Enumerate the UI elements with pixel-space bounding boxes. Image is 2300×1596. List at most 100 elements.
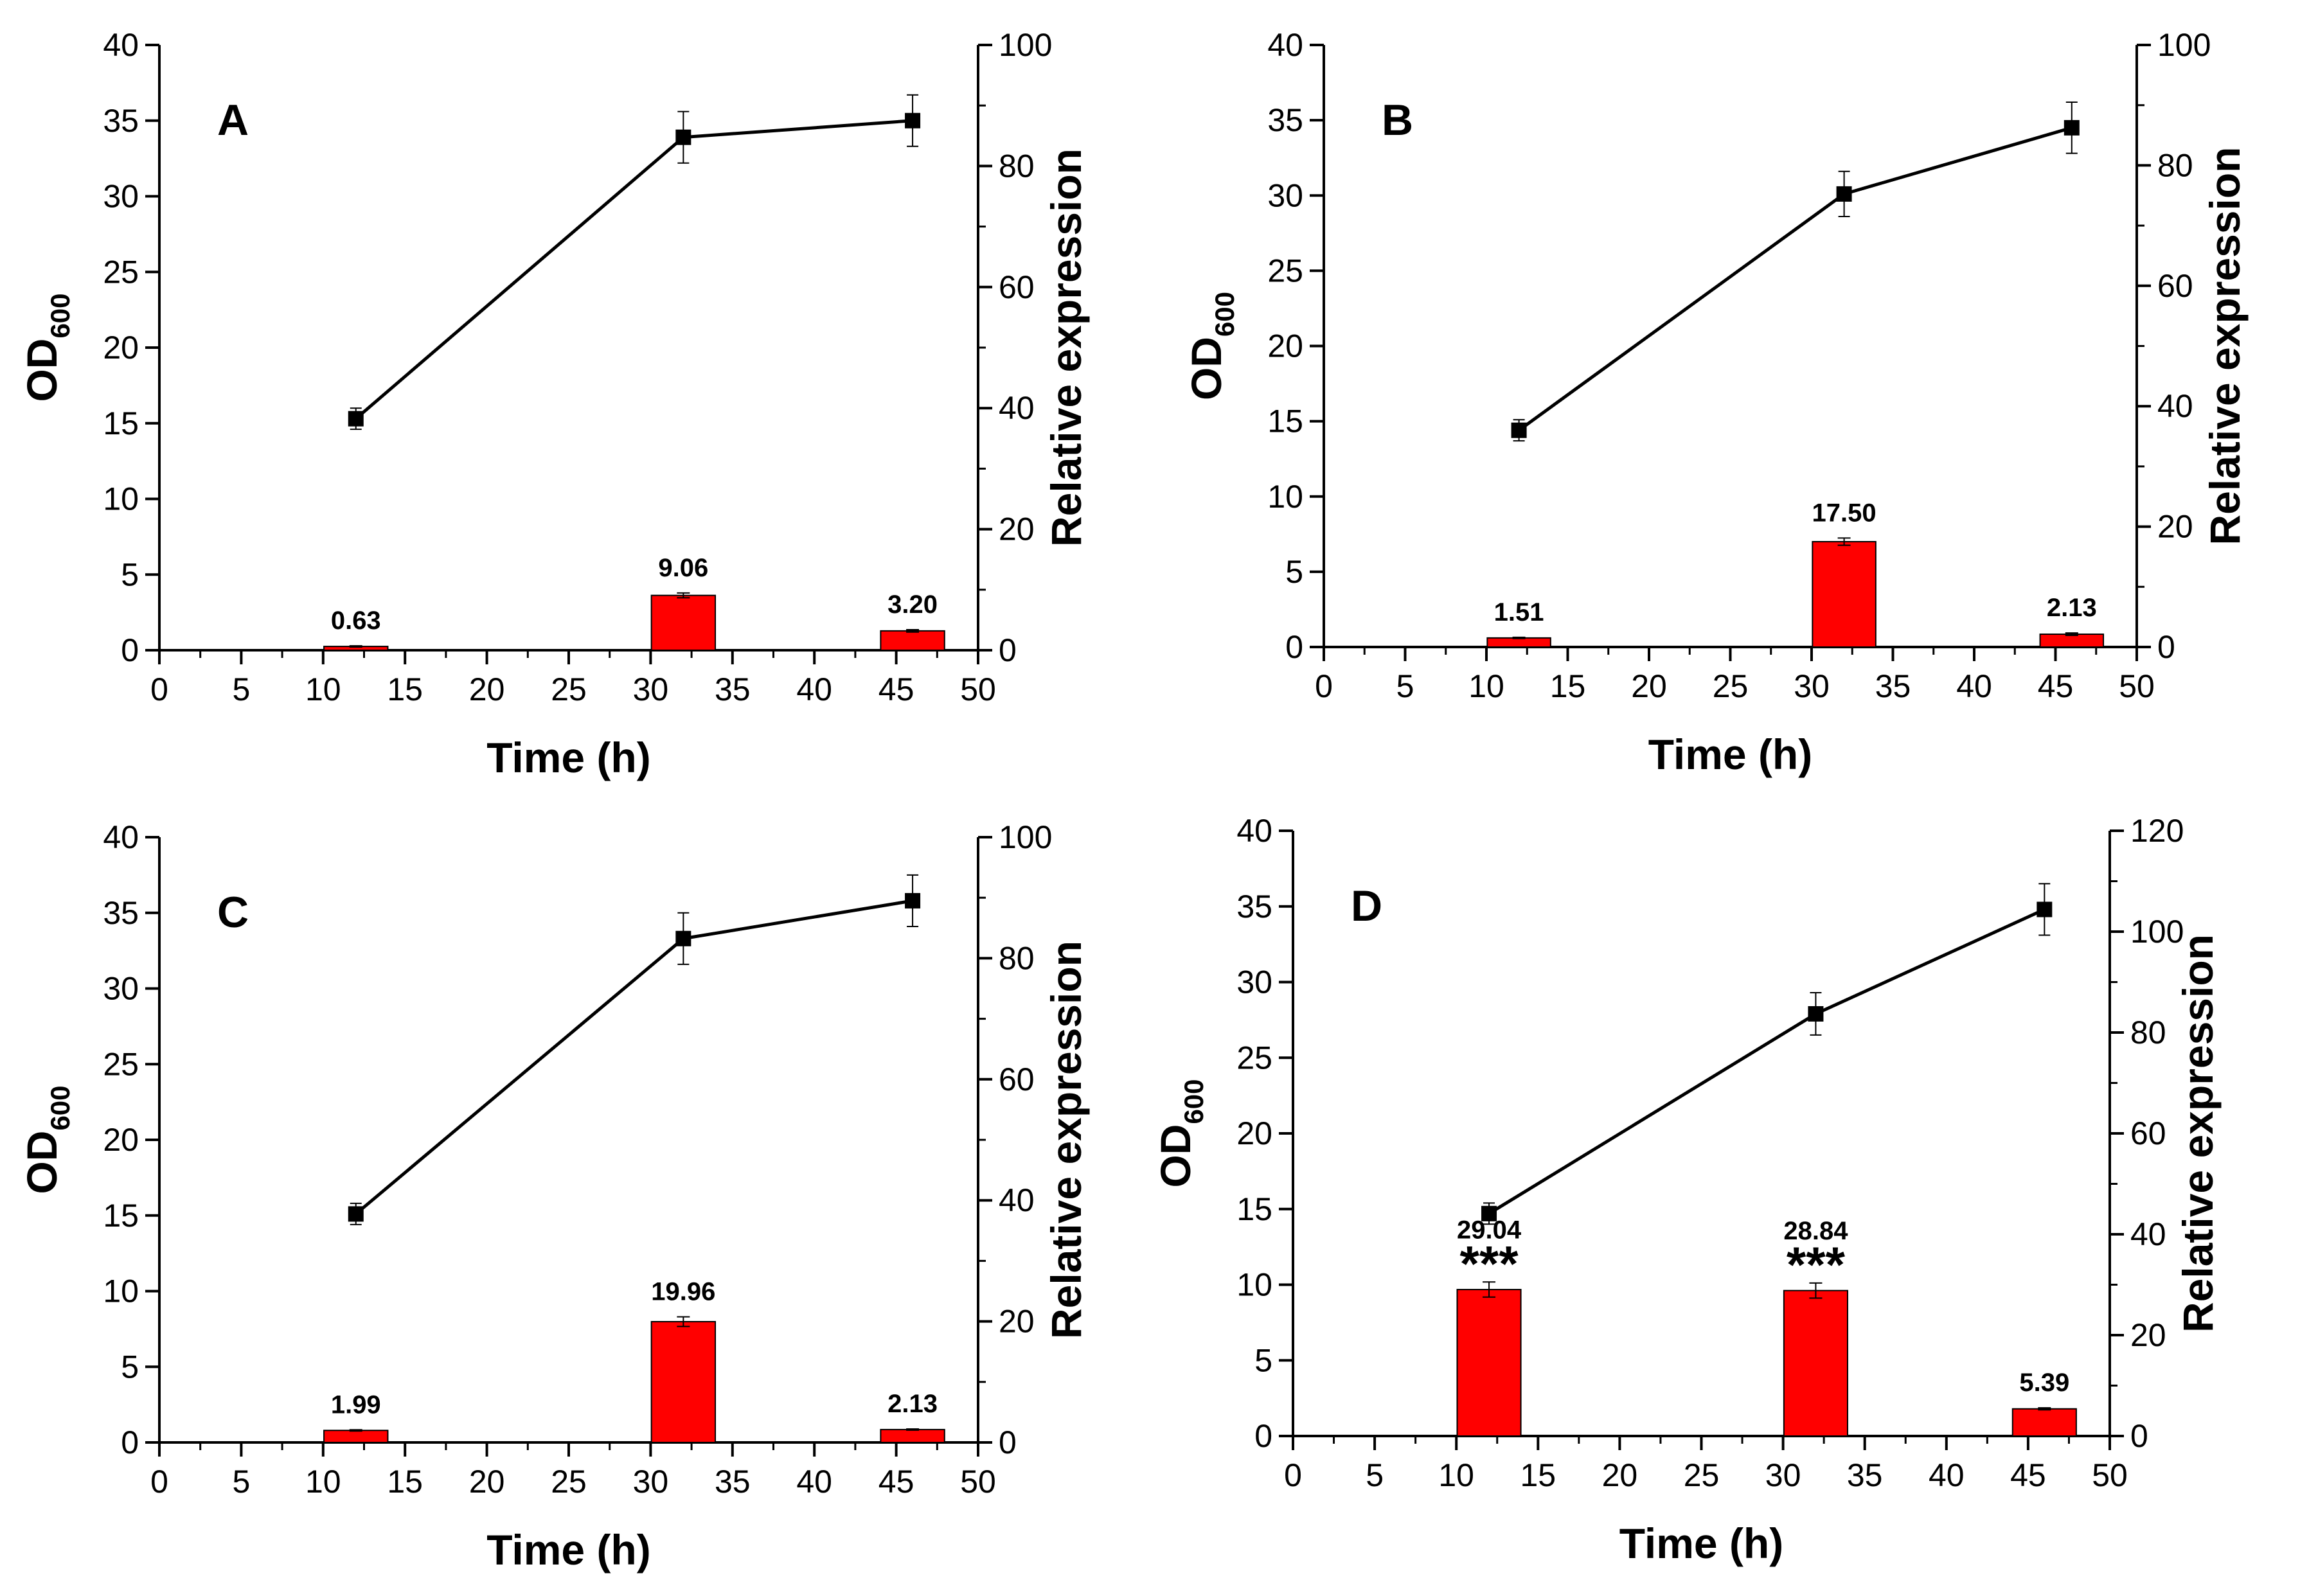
significance-marker: *** bbox=[1460, 1235, 1519, 1291]
y-axis-left-title-main: OD bbox=[1152, 1124, 1199, 1188]
y-axis-left-title: OD600 bbox=[1152, 1079, 1209, 1187]
y-right-tick-label: 80 bbox=[2130, 1015, 2166, 1051]
chart-panel-d: 0 5 10 15 20 25 30 35 40 45 5005101520253035400204… bbox=[1152, 813, 2222, 1567]
bar bbox=[2039, 634, 2105, 648]
y-left-tick-label: 25 bbox=[1267, 253, 1303, 288]
y-left-tick-label: 15 bbox=[1236, 1191, 1272, 1227]
y-right-tick-label: 100 bbox=[2130, 914, 2184, 950]
y-left-tick-label: 0 bbox=[121, 1424, 139, 1460]
x-tick-label: 50 bbox=[2092, 1457, 2128, 1493]
y-right-tick-label: 60 bbox=[999, 1061, 1035, 1097]
y-left-tick-label: 30 bbox=[1236, 964, 1272, 1000]
y-left-tick-label: 25 bbox=[1236, 1040, 1272, 1076]
chart-panel-a: 0 5 10 15 20 25 30 35 40 45 5005101520253035400204… bbox=[18, 27, 1090, 781]
x-tick-label: 10 bbox=[1468, 668, 1504, 704]
y-right-tick-label: 100 bbox=[2157, 27, 2211, 63]
y-left-tick-label: 35 bbox=[1267, 102, 1303, 138]
y-axis-right-title: Relative expression bbox=[1042, 941, 1090, 1339]
x-tick-label: 0 bbox=[1315, 668, 1333, 704]
y-right-tick-label: 0 bbox=[2157, 629, 2175, 665]
panel-letter: A bbox=[217, 96, 249, 145]
x-tick-label: 40 bbox=[1956, 668, 1992, 704]
x-tick-label: 5 bbox=[232, 671, 250, 707]
y-right-tick-label: 100 bbox=[999, 819, 1052, 855]
od600-line bbox=[1488, 908, 2046, 1215]
od600-point bbox=[675, 930, 691, 946]
x-axis-title: Time (h) bbox=[486, 1526, 650, 1574]
y-axis-right-title: Relative expression bbox=[2201, 147, 2249, 545]
y-left-tick-label: 0 bbox=[121, 632, 139, 668]
x-tick-label: 50 bbox=[960, 1464, 996, 1500]
x-tick-label: 15 bbox=[387, 671, 423, 707]
y-left-tick-label: 20 bbox=[103, 330, 139, 366]
od600-point bbox=[348, 1206, 364, 1222]
y-left-tick-label: 20 bbox=[103, 1122, 139, 1158]
x-tick-label: 30 bbox=[1794, 668, 1830, 704]
panel-letter: B bbox=[1382, 96, 1413, 145]
y-axis-right-title: Relative expression bbox=[2174, 934, 2222, 1333]
y-left-tick-label: 5 bbox=[1254, 1342, 1272, 1378]
od600-line bbox=[1518, 126, 2073, 432]
bar-data-label: 9.06 bbox=[658, 554, 708, 582]
x-tick-label: 15 bbox=[1550, 668, 1586, 704]
x-tick-label: 40 bbox=[796, 671, 832, 707]
y-left-tick-label: 10 bbox=[103, 1273, 139, 1309]
x-tick-label: 25 bbox=[1684, 1457, 1720, 1493]
y-axis-left-title-subscript: 600 bbox=[45, 293, 75, 338]
x-tick-label: 0 bbox=[150, 1464, 168, 1500]
od600-point bbox=[348, 411, 364, 427]
y-left-tick-label: 30 bbox=[1267, 177, 1303, 213]
y-left-tick-label: 15 bbox=[103, 405, 139, 441]
x-tick-label: 30 bbox=[633, 1464, 669, 1500]
y-right-tick-label: 40 bbox=[2130, 1216, 2166, 1252]
y-right-tick-label: 60 bbox=[999, 269, 1035, 305]
x-tick-label: 0 bbox=[1284, 1457, 1302, 1493]
x-tick-label: 35 bbox=[715, 671, 751, 707]
y-right-tick-label: 100 bbox=[999, 27, 1052, 63]
y-right-tick-label: 120 bbox=[2130, 813, 2184, 849]
bar-data-label: 17.50 bbox=[1812, 499, 1877, 527]
y-left-tick-label: 5 bbox=[121, 1349, 139, 1385]
x-tick-label: 20 bbox=[469, 1464, 505, 1500]
chart-panel-c: 0 5 10 15 20 25 30 35 40 45 5005101520253035400204… bbox=[18, 819, 1090, 1574]
od600-point bbox=[2064, 120, 2080, 136]
bar-data-label: 3.20 bbox=[887, 590, 938, 619]
x-tick-label: 35 bbox=[1847, 1457, 1883, 1493]
x-tick-label: 45 bbox=[878, 1464, 914, 1500]
significance-marker: *** bbox=[1787, 1236, 1846, 1293]
y-left-tick-label: 0 bbox=[1254, 1418, 1272, 1454]
panel-letter: C bbox=[217, 888, 249, 937]
y-axis-left-title-subscript: 600 bbox=[1179, 1079, 1209, 1124]
y-right-tick-label: 20 bbox=[999, 1304, 1035, 1340]
y-left-tick-label: 30 bbox=[103, 971, 139, 1007]
bar-data-label: 1.51 bbox=[1494, 598, 1544, 626]
x-tick-label: 45 bbox=[878, 671, 914, 707]
y-axis-left-title: OD600 bbox=[18, 293, 75, 402]
x-tick-label: 40 bbox=[796, 1464, 832, 1500]
x-tick-label: 0 bbox=[150, 671, 168, 707]
od600-point bbox=[905, 112, 921, 129]
y-axis-right-title: Relative expression bbox=[1042, 148, 1090, 547]
y-left-tick-label: 20 bbox=[1267, 328, 1303, 364]
bar-data-label: 2.13 bbox=[887, 1390, 938, 1418]
y-left-tick-label: 10 bbox=[103, 481, 139, 517]
chart-panel-b: 0 5 10 15 20 25 30 35 40 45 5005101520253035400204… bbox=[1182, 27, 2249, 778]
od600-point bbox=[1808, 1006, 1824, 1022]
bar bbox=[1783, 1290, 1848, 1437]
od600-line bbox=[355, 119, 913, 420]
bar-data-label: 5.39 bbox=[2019, 1369, 2069, 1397]
bar bbox=[1486, 637, 1551, 648]
x-tick-label: 5 bbox=[1396, 668, 1414, 704]
y-right-tick-label: 80 bbox=[999, 148, 1035, 184]
y-left-tick-label: 35 bbox=[103, 103, 139, 139]
bar-data-label: 19.96 bbox=[651, 1277, 715, 1306]
y-right-tick-label: 0 bbox=[999, 632, 1017, 668]
x-axis-title: Time (h) bbox=[1648, 731, 1812, 778]
bar bbox=[323, 1430, 389, 1443]
x-tick-label: 30 bbox=[1765, 1457, 1801, 1493]
bar bbox=[2011, 1408, 2077, 1437]
y-right-tick-label: 40 bbox=[999, 390, 1035, 426]
bar bbox=[1456, 1289, 1522, 1437]
x-tick-label: 35 bbox=[715, 1464, 751, 1500]
